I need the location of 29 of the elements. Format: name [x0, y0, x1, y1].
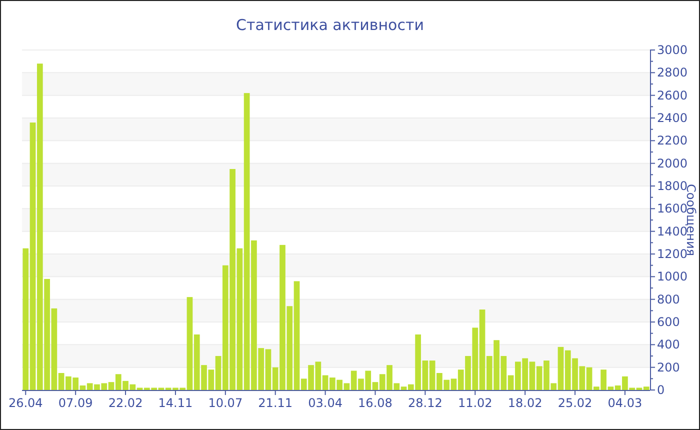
x-tick-label: 10.07 — [208, 396, 243, 410]
y-tick-label: 2000 — [657, 156, 688, 170]
y-tick-label: 3000 — [657, 43, 688, 57]
y-tick-label: 0 — [657, 383, 665, 397]
x-tick-label: 11.02 — [458, 396, 492, 410]
x-tick-label: 26.04 — [8, 396, 43, 410]
y-tick-label: 2400 — [657, 111, 688, 125]
y-tick-label: 200 — [657, 360, 680, 374]
x-tick-label: 14.11 — [158, 396, 193, 410]
y-tick-label: 2800 — [657, 66, 688, 80]
y-tick-label: 1600 — [657, 202, 688, 216]
y-tick-label: 600 — [657, 315, 680, 329]
x-tick-label: 16.08 — [358, 396, 392, 410]
y-tick-label: 800 — [657, 292, 680, 306]
x-tick-label: 28.12 — [408, 396, 442, 410]
y-tick-label: 1800 — [657, 179, 688, 193]
x-tick-label: 18.02 — [508, 396, 542, 410]
y-tick-label: 400 — [657, 338, 680, 352]
y-tick-label: 2200 — [657, 134, 688, 148]
x-tick-label: 03.04 — [308, 396, 342, 410]
x-tick-label: 21.11 — [258, 396, 293, 410]
y-tick-label: 2600 — [657, 88, 688, 102]
y-tick-label: 1200 — [657, 247, 688, 261]
y-tick-label: 1000 — [657, 270, 688, 284]
chart-title: Статистика активности — [236, 16, 424, 34]
x-tick-label: 25.02 — [558, 396, 592, 410]
x-tick-label: 07.09 — [58, 396, 93, 410]
x-tick-label: 04.03 — [608, 396, 642, 410]
x-tick-label: 22.02 — [108, 396, 143, 410]
